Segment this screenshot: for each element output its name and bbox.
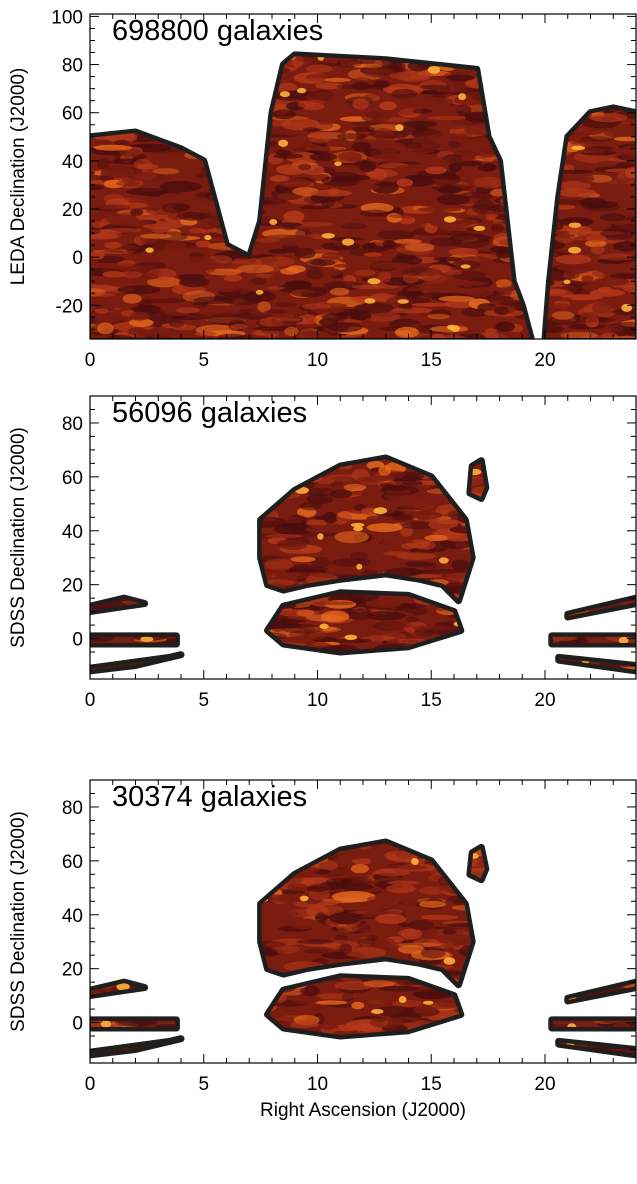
y-tick-label: 80: [62, 56, 83, 77]
density-region-left-stripe-1: [90, 978, 149, 1000]
x-tick-label: 5: [198, 690, 209, 711]
y-tick-label: 80: [62, 798, 83, 819]
y-tick-label: 20: [62, 576, 83, 597]
x-tick-label: 10: [307, 1074, 328, 1095]
y-tick-label: 0: [72, 630, 83, 651]
y-tick-label: -20: [56, 296, 83, 317]
density-region-equatorial: [264, 973, 465, 1040]
y-tick-label: 80: [62, 414, 83, 435]
density-region-equatorial: [264, 589, 465, 656]
x-tick-label: 20: [534, 1074, 555, 1095]
density-region-left-stripe-3: [90, 1035, 185, 1059]
y-tick-label: 100: [51, 7, 83, 28]
density-region-main: [90, 51, 535, 339]
y-tick-label: 0: [72, 248, 83, 269]
y-tick-label: 60: [62, 468, 83, 489]
x-tick-label: 10: [307, 690, 328, 711]
density-region-left-stripe-2: [90, 632, 180, 648]
x-tick-label: 5: [198, 1074, 209, 1095]
y-axis-label: LEDA Declination (J2000): [8, 68, 29, 286]
y-tick-label: 40: [62, 152, 83, 173]
panel-2: 0 5 10 15 20 0 20 40 60 80 56096 galaxies SDSS Decl…: [8, 395, 637, 711]
y-tick-label: 20: [62, 200, 83, 221]
density-region-right-stripe-3: [555, 653, 636, 675]
x-tick-label: 20: [534, 350, 555, 371]
panel-title: 698800 galaxies: [112, 15, 323, 47]
density-region-right-stripe-2: [548, 632, 636, 648]
x-tick-label: 15: [421, 690, 442, 711]
y-tick-label: 60: [62, 852, 83, 873]
y-axis-label: SDSS Declination (J2000): [8, 811, 29, 1032]
y-tick-label: 0: [72, 1014, 83, 1035]
x-tick-label: 10: [307, 350, 328, 371]
density-region-right-stripe-3: [555, 1037, 636, 1059]
y-tick-label: 60: [62, 104, 83, 125]
density-region-left-stripe-1: [90, 594, 149, 616]
panel-title: 56096 galaxies: [112, 397, 307, 429]
x-tick-label: 0: [85, 350, 96, 371]
density-region-small-patch: [466, 843, 490, 884]
y-axis-label: SDSS Declination (J2000): [8, 427, 29, 648]
density-region-north-cap: [257, 454, 476, 605]
y-tick-label: 20: [62, 960, 83, 981]
density-region-right-stripe-1: [564, 594, 636, 621]
y-tick-label: 40: [62, 906, 83, 927]
density-region-left-stripe-2: [90, 1016, 180, 1032]
x-axis-label: Right Ascension (J2000): [260, 1100, 466, 1121]
panel-3: 0 5 10 15 20 0 20 40 60 80 30374 galaxies SDSS Decl…: [8, 779, 637, 1121]
density-region-right: [541, 104, 636, 339]
density-region-north-cap: [257, 838, 476, 989]
x-tick-label: 0: [85, 1074, 96, 1095]
x-tick-label: 15: [421, 350, 442, 371]
panel-1: 0 5 10 15 20 -20 0 20 40 60 80 100 698800 galaxies LE…: [8, 7, 637, 371]
y-tick-label: 40: [62, 522, 83, 543]
x-tick-label: 20: [534, 690, 555, 711]
density-region-small-patch: [466, 457, 490, 502]
density-region-right-stripe-1: [564, 978, 636, 1005]
density-region-right-stripe-2: [548, 1016, 636, 1032]
density-region-left-stripe-3: [90, 651, 185, 675]
x-tick-label: 15: [421, 1074, 442, 1095]
x-tick-label: 5: [198, 350, 209, 371]
x-tick-label: 0: [85, 690, 96, 711]
panel-title: 30374 galaxies: [112, 781, 307, 813]
